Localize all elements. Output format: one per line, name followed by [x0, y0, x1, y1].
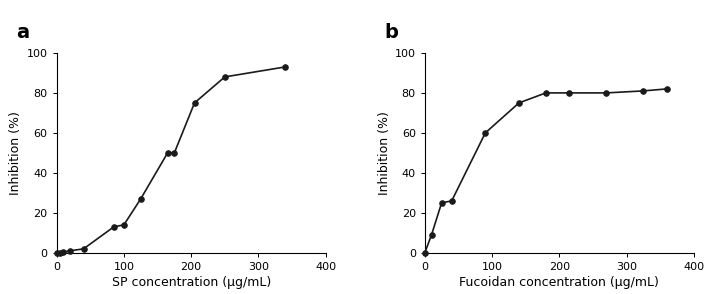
X-axis label: Fucoidan concentration (μg/mL): Fucoidan concentration (μg/mL)	[459, 276, 659, 289]
X-axis label: SP concentration (μg/mL): SP concentration (μg/mL)	[112, 276, 270, 289]
Y-axis label: Inhibition (%): Inhibition (%)	[377, 111, 391, 195]
Text: a: a	[16, 23, 30, 42]
Y-axis label: Inhibition (%): Inhibition (%)	[9, 111, 23, 195]
Text: b: b	[384, 23, 399, 42]
